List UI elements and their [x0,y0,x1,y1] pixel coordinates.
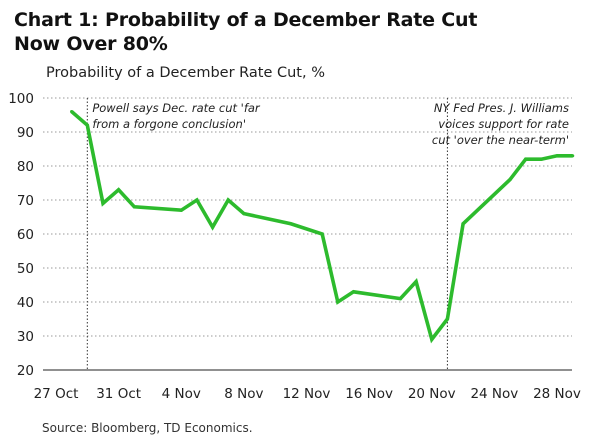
y-tick-label-50: 50 [17,261,34,277]
data-point-0-17 [445,317,450,321]
data-point-0-15 [414,280,418,284]
data-point-0-6 [195,198,199,202]
data-point-0-14 [398,297,403,301]
y-tick-label-70: 70 [17,193,34,209]
data-point-0-9 [242,212,246,216]
data-point-0-20 [524,157,528,161]
x-tick-label-2: 4 Nov [162,386,201,402]
data-point-0-1 [85,123,89,127]
x-tick-label-8: 28 Nov [533,386,581,402]
grid-lines [43,97,572,371]
y-tick-label-40: 40 [17,295,34,311]
data-point-0-13 [351,290,356,294]
y-tick-label-20: 20 [17,363,34,379]
chart-title-line-1: Chart 1: Probability of a December Rate … [14,9,478,31]
x-axis-tick-labels: 27 Oct 31 Oct 4 Nov 8 Nov 12 Nov 16 Nov 20 Nov… [34,386,581,402]
x-tick-label-7: 24 Nov [470,386,518,402]
data-point-0-16 [430,337,434,341]
x-tick-label-5: 16 Nov [345,386,393,402]
data-point-0-22 [555,154,559,158]
annotation-1-line-0: NY Fed Pres. J. Williams [434,101,569,115]
data-point-0-7 [210,225,215,229]
y-tick-label-100: 100 [8,91,34,107]
data-point-0-12 [336,300,340,304]
annotation-0-line-0: Powell says Dec. rate cut 'far [92,101,261,115]
series-line-0 [70,110,573,344]
annotation-1-line-2: cut 'over the near-term' [432,133,569,147]
x-tick-label-1: 31 Oct [96,386,141,402]
y-tick-label-60: 60 [17,227,34,243]
data-point-0-23 [571,154,575,158]
data-point-0-0 [70,110,74,114]
source-note: Source: Bloomberg, TD Economics. [42,421,253,435]
data-point-0-8 [226,198,230,202]
y-axis-tick-labels: 20 30 40 50 60 70 80 90 100 [8,91,34,379]
data-point-0-11 [320,232,324,236]
annotation-0-line-1: from a forgone conclusion' [92,117,246,131]
y-tick-label-80: 80 [17,159,34,175]
data-point-0-5 [179,208,183,212]
chart-title-line-2: Now Over 80% [14,33,168,55]
annotation-1-line-1: voices support for rate [438,117,569,131]
x-tick-label-4: 12 Nov [283,386,331,402]
data-point-0-18 [461,222,465,226]
x-tick-label-3: 8 Nov [224,386,263,402]
chart-subtitle: Probability of a December Rate Cut, % [46,65,325,81]
data-point-0-3 [117,188,121,192]
data-point-0-10 [289,222,293,226]
x-tick-label-0: 27 Oct [34,386,79,402]
series-layer [70,110,575,344]
data-point-0-21 [539,157,543,161]
data-point-0-2 [101,201,105,205]
chart-title: Chart 1: Probability of a December Rate … [14,8,574,56]
data-point-0-19 [508,178,512,182]
y-tick-label-90: 90 [17,125,34,141]
y-tick-label-30: 30 [17,329,34,345]
data-point-0-4 [132,205,136,209]
x-tick-label-6: 20 Nov [408,386,456,402]
annotations: Powell says Dec. rate cut 'far from a for… [92,101,569,147]
